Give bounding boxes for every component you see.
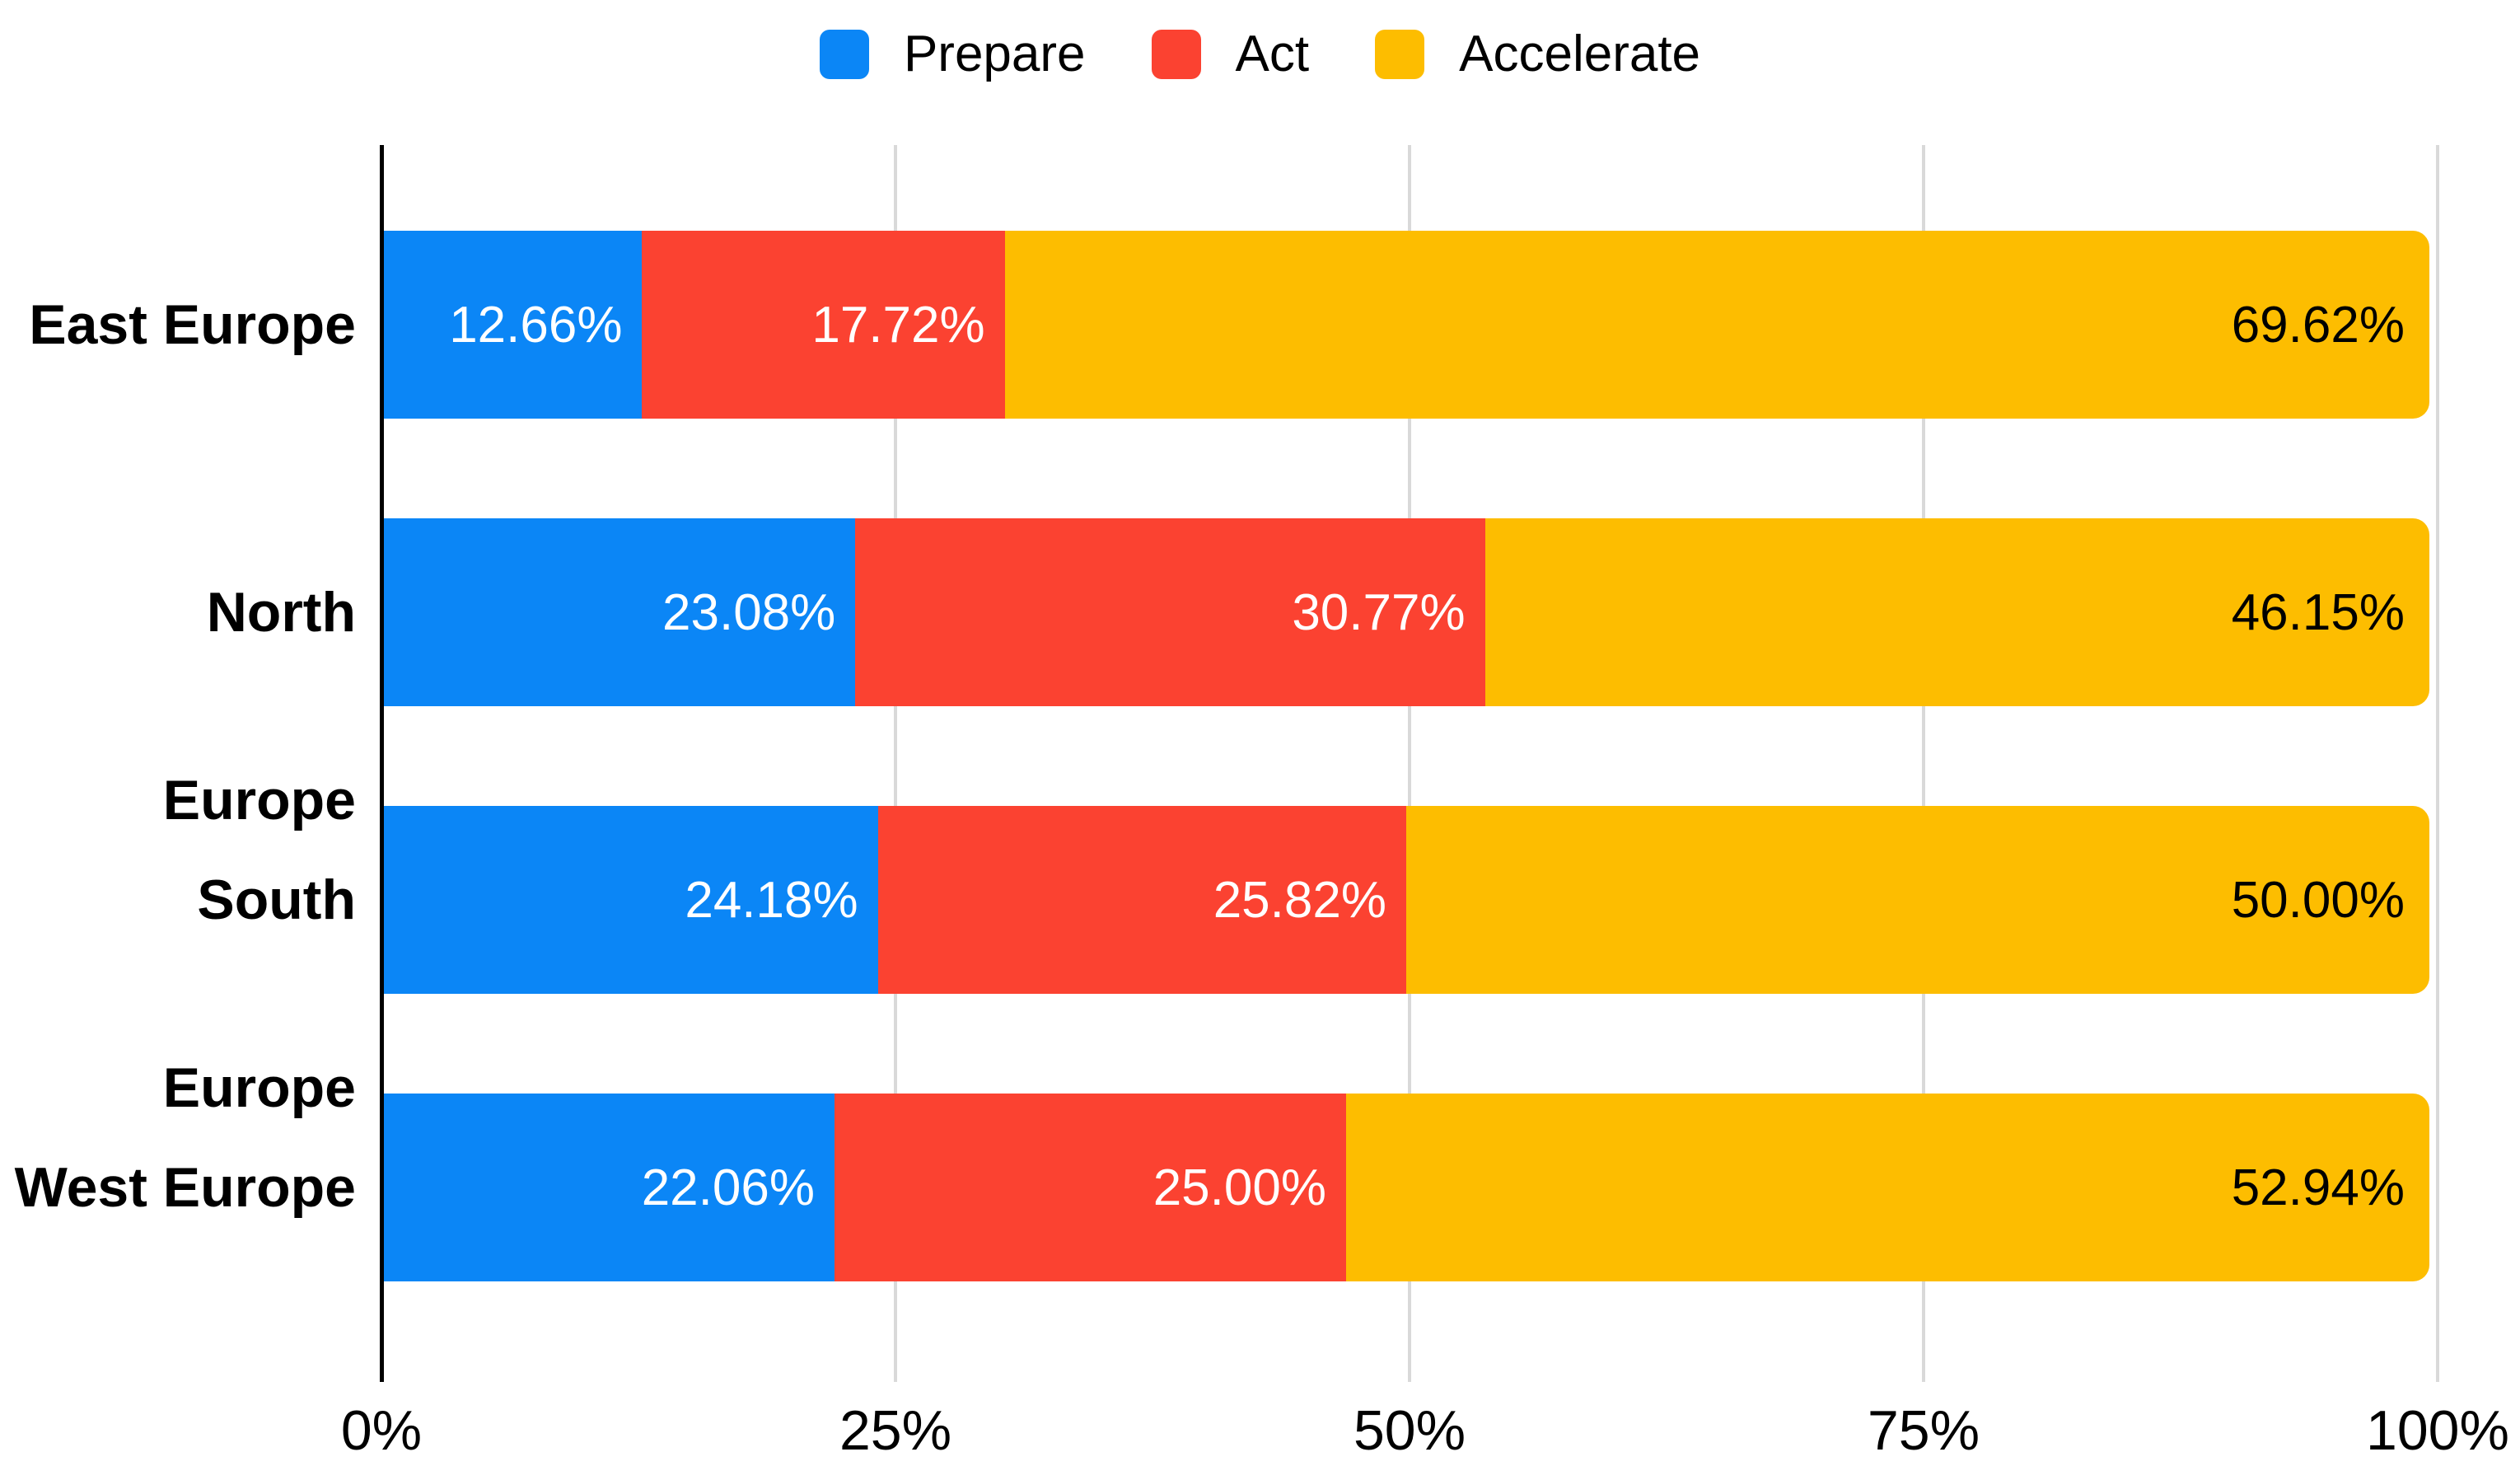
bar-value-label: 46.15% xyxy=(2231,583,2405,641)
legend-swatch-act xyxy=(1151,30,1201,79)
bar-row: 23.08% 30.77% 46.15% xyxy=(383,518,2429,706)
bar-segment-accelerate: 52.94% xyxy=(1345,1094,2429,1281)
bar-segment-prepare: 12.66% xyxy=(383,231,643,419)
bar-segment-prepare: 24.18% xyxy=(383,806,878,994)
bar-segment-accelerate: 46.15% xyxy=(1484,518,2429,706)
x-axis-tick-label: 75% xyxy=(1867,1399,1980,1462)
category-label: South Europe xyxy=(162,869,356,1119)
x-axis-tick-label: 50% xyxy=(1353,1399,1466,1462)
category-label: North Europe xyxy=(162,581,356,831)
bar-value-label: 69.62% xyxy=(2231,296,2405,354)
bar-segment-accelerate: 69.62% xyxy=(1004,231,2429,419)
bar-value-label: 24.18% xyxy=(685,871,858,929)
legend-item-prepare: Prepare xyxy=(819,26,1086,82)
x-axis-tick-label: 25% xyxy=(839,1399,952,1462)
legend-swatch-prepare xyxy=(819,30,869,79)
bar-row: 12.66% 17.72% 69.62% xyxy=(383,231,2429,419)
bar-value-label: 25.00% xyxy=(1152,1159,1326,1216)
bar-value-label: 23.08% xyxy=(662,583,836,641)
legend-label: Act xyxy=(1235,26,1310,82)
bar-segment-act: 17.72% xyxy=(642,231,1005,419)
bar-value-label: 25.82% xyxy=(1213,871,1386,929)
gridline xyxy=(1408,145,1411,1382)
bar-value-label: 30.77% xyxy=(1292,583,1466,641)
bar-segment-accelerate: 50.00% xyxy=(1405,806,2429,994)
bar-value-label: 52.94% xyxy=(2231,1159,2405,1216)
bar-segment-prepare: 23.08% xyxy=(383,518,856,706)
legend-swatch-accelerate xyxy=(1375,30,1425,79)
legend-item-act: Act xyxy=(1151,26,1310,82)
bar-segment-act: 25.00% xyxy=(834,1094,1346,1281)
category-label: West Europe xyxy=(14,1156,356,1219)
y-axis-line xyxy=(380,145,384,1382)
bar-value-label: 22.06% xyxy=(641,1159,815,1216)
gridline xyxy=(1922,145,1925,1382)
gridline xyxy=(894,145,897,1382)
legend-label: Prepare xyxy=(903,26,1086,82)
bar-segment-prepare: 22.06% xyxy=(383,1094,835,1281)
bar-segment-act: 30.77% xyxy=(855,518,1485,706)
bar-segment-act: 25.82% xyxy=(877,806,1406,994)
bar-row: 24.18% 25.82% 50.00% xyxy=(383,806,2429,994)
chart-legend: Prepare Act Accelerate xyxy=(0,15,2520,94)
legend-label: Accelerate xyxy=(1459,26,1701,82)
category-label: East Europe xyxy=(29,293,356,356)
bar-value-label: 50.00% xyxy=(2231,871,2405,929)
bar-row: 22.06% 25.00% 52.94% xyxy=(383,1094,2429,1281)
legend-item-accelerate: Accelerate xyxy=(1375,29,1700,80)
gridline xyxy=(2436,145,2439,1382)
bar-value-label: 12.66% xyxy=(449,296,623,354)
bar-value-label: 17.72% xyxy=(811,296,985,354)
x-axis-tick-label: 100% xyxy=(2366,1399,2509,1462)
x-axis-tick-label: 0% xyxy=(340,1399,423,1462)
